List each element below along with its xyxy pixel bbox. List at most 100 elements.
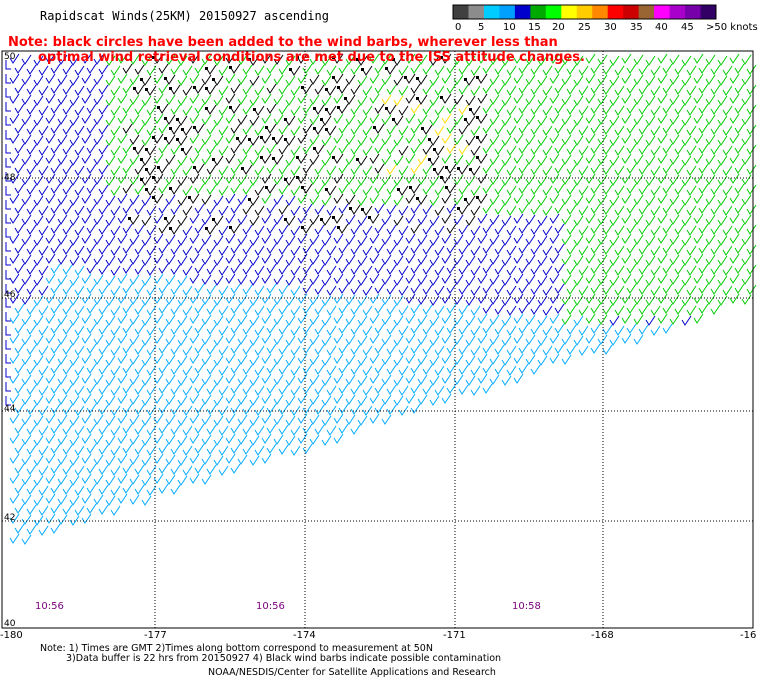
wind-barb (458, 384, 469, 395)
wind-barb (50, 143, 61, 154)
wind-barb (494, 224, 505, 235)
wind-barb (170, 464, 181, 475)
wind-barb (638, 84, 649, 95)
wind-barb (381, 354, 392, 365)
wind-barb (357, 275, 368, 286)
wind-barb (177, 355, 188, 366)
wind-barb (345, 374, 356, 385)
wind-barb (273, 214, 284, 225)
wind-barb (734, 163, 745, 174)
contamination-dot (157, 106, 160, 109)
wind-barb (357, 135, 368, 146)
wind-barb (585, 253, 596, 264)
contamination-dot (152, 176, 155, 179)
wind-barb (518, 303, 529, 314)
wind-barb (465, 195, 476, 206)
wind-barb (26, 444, 37, 455)
wind-barb (93, 94, 104, 105)
wind-barb (266, 63, 277, 74)
wind-barb (518, 243, 529, 254)
wind-barb (458, 344, 469, 355)
wind-barb (633, 334, 644, 345)
wind-barb (381, 94, 392, 105)
contamination-dot (428, 158, 431, 161)
wind-barb (386, 404, 397, 415)
contamination-dot (433, 148, 436, 151)
wind-barb (525, 154, 536, 165)
wind-barb (722, 65, 733, 76)
wind-barb (213, 395, 224, 406)
wind-barb (734, 243, 745, 254)
wind-barb (242, 244, 253, 255)
wind-barb (206, 204, 217, 215)
wind-barb (537, 335, 548, 346)
wind-barb (177, 195, 188, 206)
wind-barb (393, 275, 404, 286)
wind-barb (249, 215, 260, 226)
wind-barb (614, 185, 625, 196)
wind-barb (14, 143, 25, 154)
wind-barb (249, 295, 260, 306)
wind-barb (626, 243, 637, 254)
wind-barb (129, 354, 140, 365)
wind-barb (674, 124, 685, 135)
wind-barb (645, 175, 656, 186)
wind-barb (405, 353, 416, 364)
wind-barb (549, 113, 560, 124)
wind-barb (657, 313, 668, 324)
wind-barb (98, 264, 109, 275)
wind-barb (98, 124, 109, 135)
wind-barb (393, 235, 404, 246)
wind-barb (614, 285, 625, 296)
wind-barb (746, 84, 757, 95)
wind-barb (698, 103, 709, 114)
wind-barb (669, 214, 680, 225)
wind-barb (218, 285, 229, 296)
wind-barb (609, 255, 620, 266)
wind-barb (21, 214, 32, 225)
wind-barb (645, 275, 656, 286)
wind-barb (50, 123, 61, 134)
wind-barb (33, 255, 44, 266)
wind-barb (734, 143, 745, 154)
wind-barb (386, 184, 397, 195)
wind-barb (14, 163, 25, 174)
wind-barb (21, 134, 32, 145)
wind-barb (38, 305, 49, 316)
contamination-dot (476, 156, 479, 159)
wind-barb (489, 114, 500, 125)
wind-barb (465, 255, 476, 266)
wind-barb (638, 224, 649, 235)
wind-barb (86, 383, 97, 394)
wind-barb (657, 53, 668, 64)
wind-barb (482, 143, 493, 154)
wind-barb (333, 413, 344, 424)
wind-barb (194, 463, 205, 474)
wind-barb (489, 334, 500, 345)
wind-barb (134, 64, 145, 75)
wind-barb (242, 344, 253, 355)
wind-barb (158, 243, 169, 254)
wind-barb (489, 194, 500, 205)
wind-barb (513, 73, 524, 84)
wind-barb (429, 95, 440, 106)
wind-barb (266, 223, 277, 234)
wind-barb (477, 133, 488, 144)
wind-barb (225, 133, 236, 144)
wind-barb (501, 175, 512, 186)
wind-barb (81, 213, 92, 224)
wind-barb (410, 363, 421, 374)
wind-barb (213, 455, 224, 466)
wind-barb (345, 94, 356, 105)
wind-barb (530, 244, 541, 255)
wind-barb (537, 115, 548, 126)
wind-barb (338, 183, 349, 194)
wind-barb (338, 143, 349, 154)
wind-barb (242, 164, 253, 175)
wind-barb (585, 73, 596, 84)
wind-barb (314, 84, 325, 95)
wind-barb (290, 345, 301, 356)
wind-barb (165, 174, 176, 185)
wind-barb (542, 305, 553, 316)
wind-barb (477, 153, 488, 164)
